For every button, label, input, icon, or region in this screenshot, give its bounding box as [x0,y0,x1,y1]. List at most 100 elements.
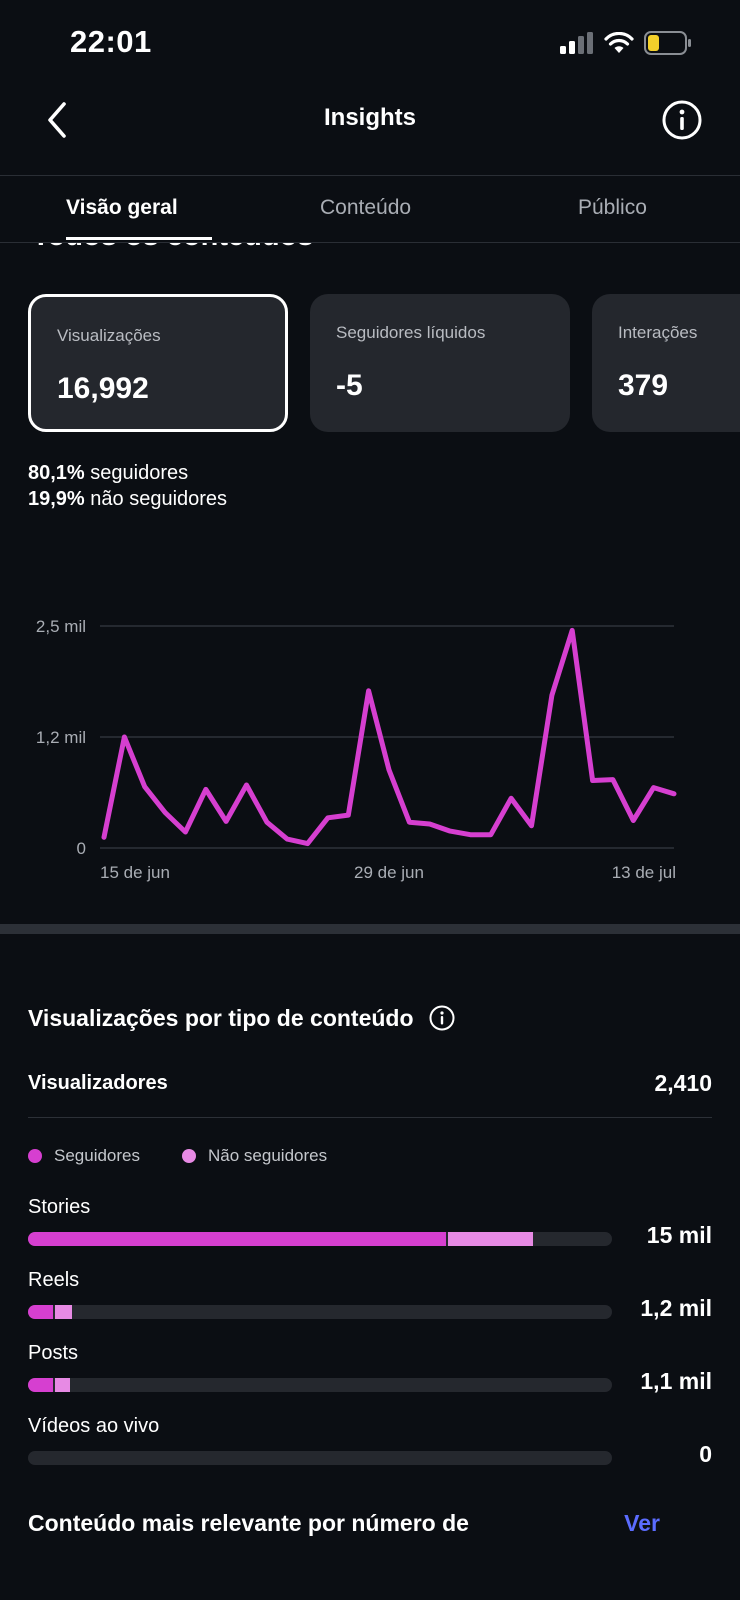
tab-bar: Visão geral Conteúdo Público [0,175,740,243]
data-point [508,796,514,801]
section-title-text: Visualizações por tipo de conteúdo [28,1004,414,1031]
data-point [142,784,147,789]
legend-label: Não seguidores [208,1146,328,1165]
data-point [427,821,432,827]
active-tab-indicator [66,237,212,240]
data-point [570,628,575,633]
legend-label: Seguidores [54,1146,141,1165]
metric-value: 16,992 [57,372,149,405]
legend-nonfollowers: Não seguidores [182,1146,327,1166]
row-label: Reels [28,1269,80,1291]
data-point [305,841,310,846]
data-point [631,818,636,823]
viewers-row: Visualizadores 2,410 [28,1068,712,1118]
data-point [549,693,555,698]
signal-icon [560,32,593,54]
data-point [488,832,493,837]
row-value: 1,1 mil [640,1368,712,1394]
stacked-bar [28,1232,612,1246]
followers-segment [28,1305,54,1319]
x-tick-label: 13 de jul [612,863,676,882]
x-tick-label: 15 de jun [100,863,170,882]
status-icons [560,28,692,58]
stacked-bar [28,1378,612,1392]
legend-dot-icon [28,1149,42,1163]
data-point [407,820,412,825]
y-tick-label: 0 [77,839,86,858]
info-icon[interactable] [428,1004,456,1032]
data-point [183,829,188,835]
data-point [325,815,331,821]
content-type-title: Visualizações por tipo de conteúdo [28,1004,456,1032]
see-all-link[interactable]: Ver [624,1510,660,1536]
legend-dot-icon [182,1149,197,1163]
data-point [447,828,453,834]
followers-split-line: 80,1% seguidores [28,460,227,486]
top-nav: Insights [0,84,740,174]
y-tick-label: 1,2 mil [36,728,86,747]
nonfollowers-label: não seguidores [90,488,228,510]
data-point [223,819,229,824]
status-time: 22:01 [70,24,152,59]
legend-followers: Seguidores [28,1146,140,1166]
data-point [366,688,371,694]
followers-label: seguidores [90,462,189,484]
row-label: Vídeos ao vivo [28,1415,160,1437]
y-tick-label: 2,5 mil [36,617,86,636]
stacked-bar [28,1305,612,1319]
metric-label: Interações [618,323,698,342]
metric-card-net-followers[interactable]: Seguidores líquidos -5 [310,294,570,432]
nonfollowers-segment [53,1305,72,1319]
data-point [122,734,127,740]
back-arrow-icon[interactable] [38,98,82,142]
nonfollowers-segment [53,1378,71,1392]
data-point [386,767,392,773]
metric-value: -5 [336,369,363,402]
row-value: 1,2 mil [640,1295,712,1321]
data-point [101,835,107,840]
content-row-reels[interactable]: Reels 1,2 mil [28,1269,712,1329]
metric-label: Visualizações [57,326,161,345]
battery-icon [644,31,691,55]
chart-legend: Seguidores Não seguidores [28,1146,327,1166]
stacked-bar [28,1451,612,1465]
data-point [651,785,656,790]
x-tick-label: 29 de jun [354,863,424,882]
status-bar: 22:01 [0,0,740,84]
data-point [264,820,270,825]
followers-segment [28,1378,54,1392]
nonfollowers-segment [445,1232,534,1246]
metric-label: Seguidores líquidos [336,323,486,342]
tab-overview[interactable]: Visão geral [66,196,178,219]
tab-audience[interactable]: Público [578,196,647,219]
content-row-posts[interactable]: Posts 1,1 mil [28,1342,712,1402]
data-point [162,810,168,815]
metric-card-interactions[interactable]: Interações 379 [592,294,740,432]
top-content-title: Conteúdo mais relevante por número de [28,1510,469,1536]
audience-split: 80,1% seguidores 19,9% não seguidores [28,460,227,512]
data-point [610,777,616,782]
content-row-stories[interactable]: Stories 15 mil [28,1196,712,1256]
nonfollowers-percent: 19,9% [28,488,85,510]
metric-value: 379 [618,369,669,402]
data-point [203,787,208,792]
metric-card-views[interactable]: Visualizações 16,992 [28,294,288,432]
followers-segment [28,1232,446,1246]
viewers-value: 2,410 [654,1070,712,1096]
followers-percent: 80,1% [28,462,85,484]
data-point [346,812,351,818]
content-row-live[interactable]: Vídeos ao vivo 0 [28,1415,712,1475]
row-value: 15 mil [646,1222,712,1248]
row-value: 0 [699,1441,712,1467]
views-line-chart: 0 1,2 mil 2,5 mil 15 de jun 29 de jun 13 de j… [36,617,677,882]
data-point [529,823,534,828]
tab-content[interactable]: Conteúdo [320,196,412,219]
wifi-icon [604,32,634,53]
data-point [590,778,595,783]
section-divider [0,924,740,934]
data-point [244,782,249,788]
data-point [285,836,290,842]
viewers-label: Visualizadores [28,1072,168,1094]
info-icon[interactable] [660,98,704,142]
row-label: Posts [28,1342,79,1364]
